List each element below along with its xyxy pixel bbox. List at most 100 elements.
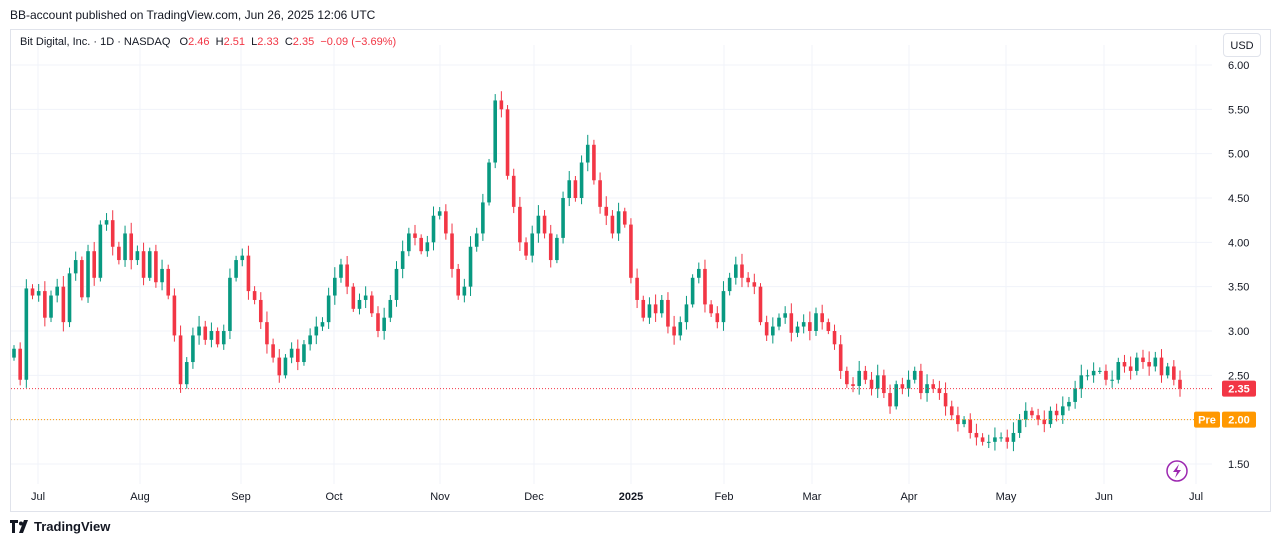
- candle-body: [561, 197, 565, 238]
- candle-body: [314, 326, 319, 336]
- candle-body: [431, 215, 436, 243]
- candle-body: [962, 419, 966, 425]
- candle-body: [734, 264, 738, 278]
- candle-body: [678, 322, 683, 336]
- candle-body: [172, 295, 177, 336]
- candle-body: [1122, 362, 1127, 367]
- candle-body: [863, 370, 868, 380]
- candle-body: [258, 299, 263, 323]
- candle-body: [92, 251, 97, 278]
- candle-body: [758, 286, 763, 323]
- candle-body: [974, 432, 979, 438]
- close-value: 2.35: [292, 36, 315, 48]
- candle-body: [351, 286, 356, 309]
- candle-body: [789, 313, 794, 333]
- candle-body: [684, 304, 689, 323]
- published-note: BB-account published on TradingView.com,…: [10, 8, 376, 22]
- candle-body: [740, 264, 744, 278]
- candle-body: [1159, 357, 1164, 376]
- candle-body: [67, 273, 72, 323]
- candle-body: [135, 251, 140, 261]
- candle-body: [456, 268, 460, 296]
- candle-body: [36, 291, 41, 296]
- y-tick-label: 4.00: [1228, 237, 1249, 249]
- candle-body: [783, 313, 787, 318]
- candle-body: [104, 220, 109, 225]
- candle-body: [320, 322, 325, 327]
- y-tick-label: 3.00: [1228, 326, 1249, 338]
- candle-body: [869, 379, 874, 389]
- candle-body: [1135, 357, 1139, 371]
- candle-body: [1091, 370, 1096, 376]
- open-value: 2.46: [188, 36, 210, 48]
- y-tick-label: 4.50: [1228, 193, 1249, 205]
- x-tick-label: Apr: [900, 491, 917, 503]
- y-tick-label: 1.50: [1228, 459, 1249, 471]
- close-label: C: [284, 36, 293, 48]
- candle-body: [1128, 366, 1133, 371]
- candle-body: [659, 299, 664, 314]
- candle-body: [727, 277, 732, 292]
- candle-body: [505, 109, 510, 176]
- candle-body: [147, 251, 152, 278]
- candle-body: [925, 384, 929, 394]
- y-tick-label: 6.00: [1228, 60, 1249, 72]
- candle-body: [894, 384, 899, 407]
- candle-body: [1147, 362, 1151, 367]
- x-tick-label: May: [996, 491, 1017, 503]
- candle-body: [178, 335, 183, 385]
- candle-body: [592, 144, 596, 181]
- last-price-label: 2.35: [1228, 384, 1249, 396]
- candle-body: [265, 322, 269, 345]
- candle-body: [1030, 410, 1034, 416]
- candle-body: [851, 384, 855, 386]
- candle-body: [1048, 410, 1053, 425]
- candle-body: [1079, 375, 1084, 389]
- candle-body: [647, 304, 652, 318]
- candle-body: [43, 291, 47, 318]
- candle-body: [12, 348, 16, 358]
- high-label: H: [215, 36, 224, 48]
- candle-body: [154, 251, 158, 283]
- x-tick-label: Nov: [430, 491, 450, 503]
- candle-body: [191, 335, 195, 363]
- footer-brand: TradingView: [10, 519, 110, 534]
- candle-body: [18, 348, 22, 380]
- candle-body: [1165, 366, 1170, 376]
- candle-body: [795, 326, 800, 333]
- candle-body: [444, 211, 448, 234]
- currency-button[interactable]: USD: [1223, 33, 1261, 57]
- flash-icon[interactable]: [1166, 460, 1188, 482]
- candle-body: [672, 326, 676, 336]
- candle-body: [666, 299, 670, 327]
- candle-body: [308, 335, 312, 345]
- tradingview-logo-icon: [10, 520, 28, 533]
- candle-body: [882, 375, 886, 394]
- candle-body: [1104, 370, 1108, 380]
- pre-market-tag: [1194, 411, 1220, 428]
- candle-body: [413, 233, 417, 238]
- candle-body: [277, 357, 282, 376]
- pre-market-tag-label: Pre: [1198, 415, 1216, 427]
- x-tick-label: Sep: [231, 491, 251, 503]
- candle-body: [1054, 410, 1059, 416]
- candle-body: [215, 330, 220, 345]
- candle-body: [715, 313, 720, 323]
- candle-body: [493, 100, 498, 163]
- candle-body: [246, 255, 251, 292]
- candle-body: [1172, 366, 1176, 380]
- candle-body: [1042, 419, 1047, 425]
- candle-body: [1067, 401, 1071, 407]
- candle-body: [80, 260, 84, 298]
- candle-body: [820, 313, 824, 323]
- candle-body: [363, 295, 368, 300]
- candle-body: [1005, 437, 1010, 442]
- candle-body: [376, 313, 380, 331]
- candle-body: [900, 384, 905, 389]
- candle-body: [703, 268, 707, 305]
- candle-body: [598, 180, 602, 207]
- candle-body: [956, 415, 960, 425]
- last-price-tag: [1222, 380, 1256, 397]
- candle-body: [567, 180, 572, 198]
